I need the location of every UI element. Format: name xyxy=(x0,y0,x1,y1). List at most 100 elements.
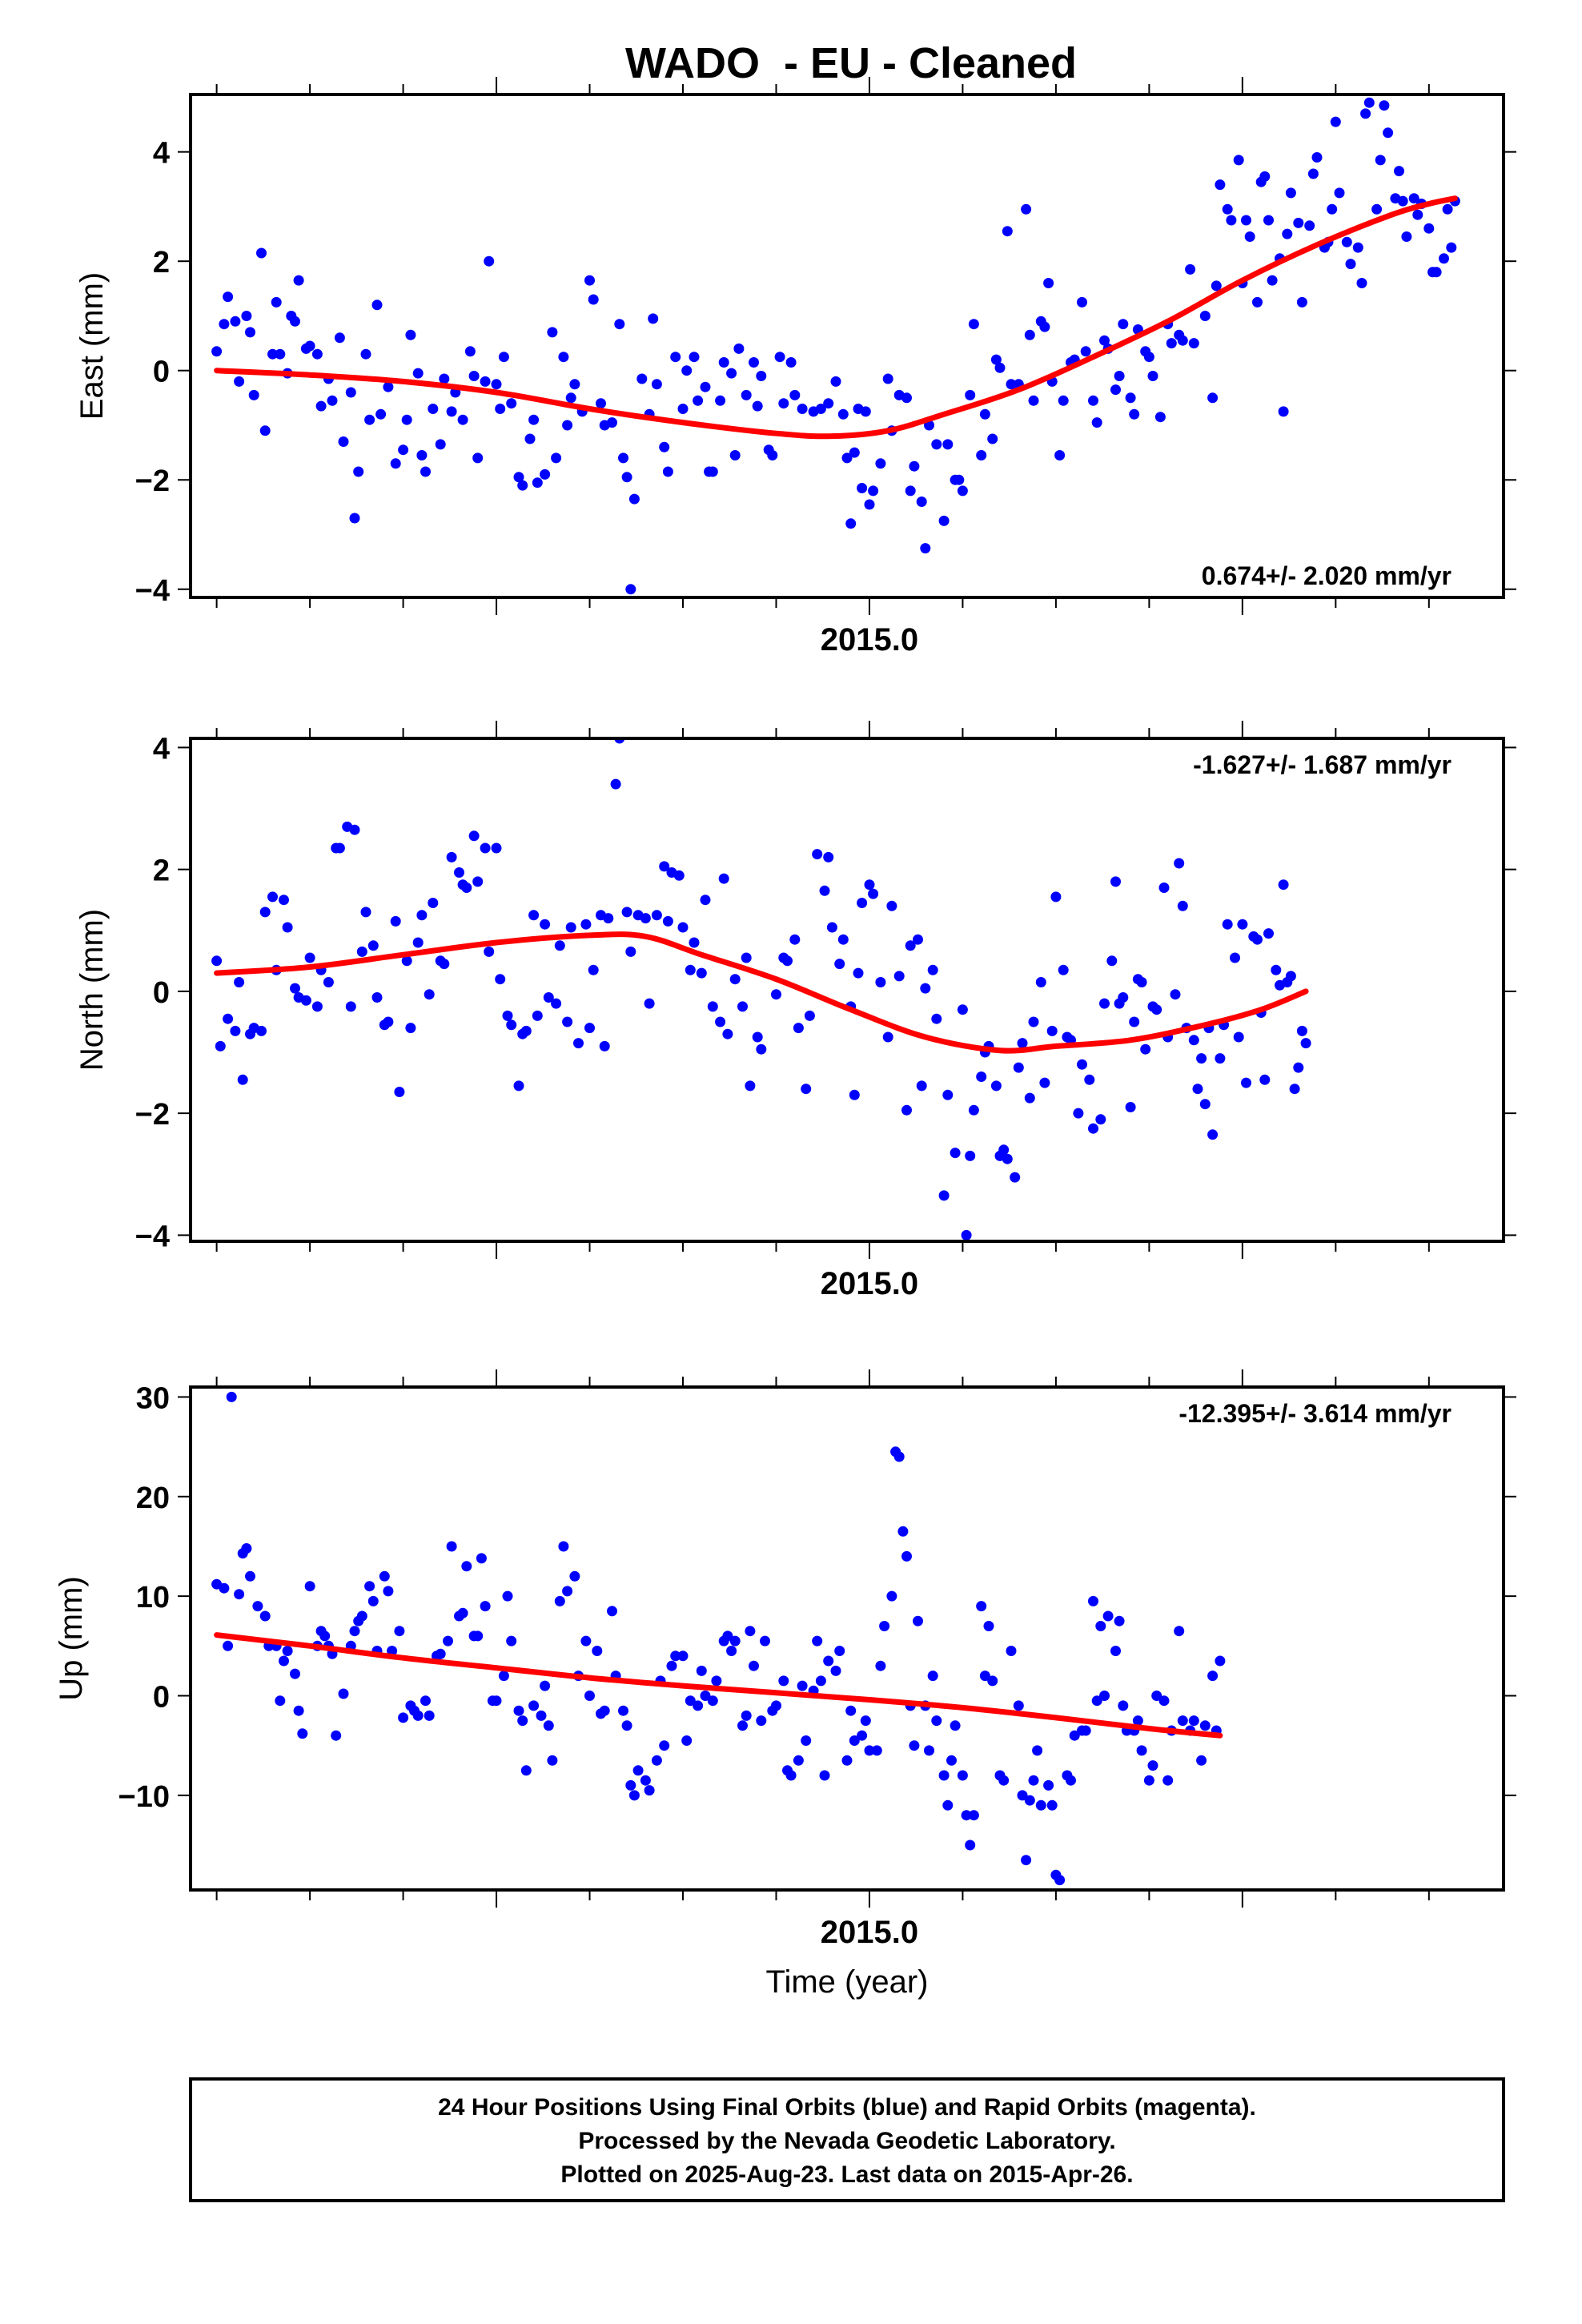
up-point-4 xyxy=(234,1589,245,1600)
up-point-29 xyxy=(356,1610,367,1622)
east-point-82 xyxy=(659,441,670,452)
north-point-12 xyxy=(279,895,289,906)
north-point-176 xyxy=(1177,900,1188,911)
east-point-198 xyxy=(1285,187,1296,199)
up-point-146 xyxy=(942,1799,954,1811)
east-point-160 xyxy=(1088,395,1098,406)
north-point-41 xyxy=(439,959,450,970)
north-y-tick-labels: 4 2 0 −2 −4 xyxy=(135,732,170,1253)
east-point-214 xyxy=(1363,97,1375,108)
north-point-96 xyxy=(745,1080,756,1092)
east-point-115 xyxy=(849,447,860,458)
up-point-86 xyxy=(651,1755,662,1766)
up-point-133 xyxy=(886,1590,897,1602)
up-point-84 xyxy=(640,1775,651,1786)
north-data-points xyxy=(211,738,1311,1240)
up-point-130 xyxy=(871,1745,882,1756)
up-point-88 xyxy=(659,1740,670,1751)
north-point-68 xyxy=(588,964,599,975)
north-point-101 xyxy=(782,955,793,967)
east-point-19 xyxy=(311,348,323,360)
east-point-114 xyxy=(845,518,857,529)
up-point-147 xyxy=(946,1755,957,1766)
north-point-66 xyxy=(580,919,592,930)
east-point-16 xyxy=(293,275,304,286)
north-y-axis-label: North (mm) xyxy=(74,909,110,1071)
north-point-22 xyxy=(334,842,345,854)
up-point-95 xyxy=(696,1665,707,1676)
up-x-tick-label: 2015.0 xyxy=(821,1915,918,1950)
north-plot-frame xyxy=(189,737,1505,1243)
east-point-131 xyxy=(931,439,942,450)
east-point-68 xyxy=(584,275,595,286)
up-point-186 xyxy=(1132,1715,1143,1727)
north-point-105 xyxy=(804,1010,815,1021)
north-point-113 xyxy=(849,1089,860,1100)
up-point-111 xyxy=(778,1675,789,1687)
north-point-74 xyxy=(621,907,632,918)
east-point-137 xyxy=(965,389,976,400)
up-point-48 xyxy=(457,1607,468,1618)
x-axis-label: Time (year) xyxy=(766,1964,929,2000)
north-point-84 xyxy=(677,922,689,933)
east-plot-frame xyxy=(189,93,1505,599)
north-ticks xyxy=(178,721,1516,1259)
up-point-90 xyxy=(670,1651,681,1662)
north-point-109 xyxy=(826,922,837,933)
east-point-149 xyxy=(1028,395,1039,406)
up-point-154 xyxy=(979,1671,990,1682)
north-point-92 xyxy=(722,1028,733,1039)
up-point-197 xyxy=(1188,1715,1199,1727)
north-point-194 xyxy=(1259,1074,1271,1085)
up-point-124 xyxy=(841,1755,853,1766)
north-point-8 xyxy=(256,1025,267,1036)
north-point-126 xyxy=(920,983,931,994)
east-point-126 xyxy=(905,485,916,497)
north-point-132 xyxy=(957,1004,968,1015)
north-point-98 xyxy=(756,1043,767,1055)
north-point-99 xyxy=(771,989,781,1000)
east-point-186 xyxy=(1233,155,1244,166)
up-point-170 xyxy=(1054,1875,1066,1886)
north-point-49 xyxy=(484,946,495,957)
north-point-62 xyxy=(554,940,565,951)
east-point-164 xyxy=(1110,384,1121,396)
up-point-173 xyxy=(1069,1730,1080,1741)
up-point-165 xyxy=(1032,1745,1043,1756)
east-point-111 xyxy=(830,376,841,387)
north-point-196 xyxy=(1271,964,1282,975)
north-point-200 xyxy=(1285,971,1296,982)
up-point-1 xyxy=(219,1582,230,1594)
up-point-66 xyxy=(547,1755,558,1766)
up-point-200 xyxy=(1207,1671,1219,1682)
north-point-181 xyxy=(1199,1099,1211,1110)
east-point-171 xyxy=(1143,352,1154,363)
north-point-35 xyxy=(405,1023,416,1034)
east-point-62 xyxy=(551,452,562,464)
east-point-73 xyxy=(614,319,625,330)
up-point-190 xyxy=(1151,1691,1162,1701)
up-y-tick-label-0: 30 xyxy=(136,1381,170,1415)
up-data-points xyxy=(211,1391,1226,1886)
north-point-174 xyxy=(1170,989,1181,1000)
up-point-58 xyxy=(506,1635,517,1647)
up-point-123 xyxy=(834,1646,845,1656)
up-point-67 xyxy=(554,1595,565,1606)
north-point-42 xyxy=(446,851,457,862)
east-point-99 xyxy=(752,400,763,412)
east-point-54 xyxy=(506,398,517,409)
north-point-141 xyxy=(998,1144,1010,1156)
east-point-208 xyxy=(1334,187,1345,199)
east-point-129 xyxy=(920,543,931,554)
east-point-65 xyxy=(565,392,576,404)
north-x-tick-label: 2015.0 xyxy=(821,1266,918,1301)
north-point-85 xyxy=(685,964,696,975)
up-y-tick-label-4: −10 xyxy=(118,1780,170,1814)
east-point-144 xyxy=(1002,226,1013,237)
east-point-33 xyxy=(390,458,401,469)
east-y-tick-label-0: 4 xyxy=(153,137,170,171)
up-point-60 xyxy=(517,1715,528,1727)
east-point-38 xyxy=(416,450,428,460)
up-point-155 xyxy=(983,1621,994,1631)
up-point-42 xyxy=(424,1710,435,1721)
